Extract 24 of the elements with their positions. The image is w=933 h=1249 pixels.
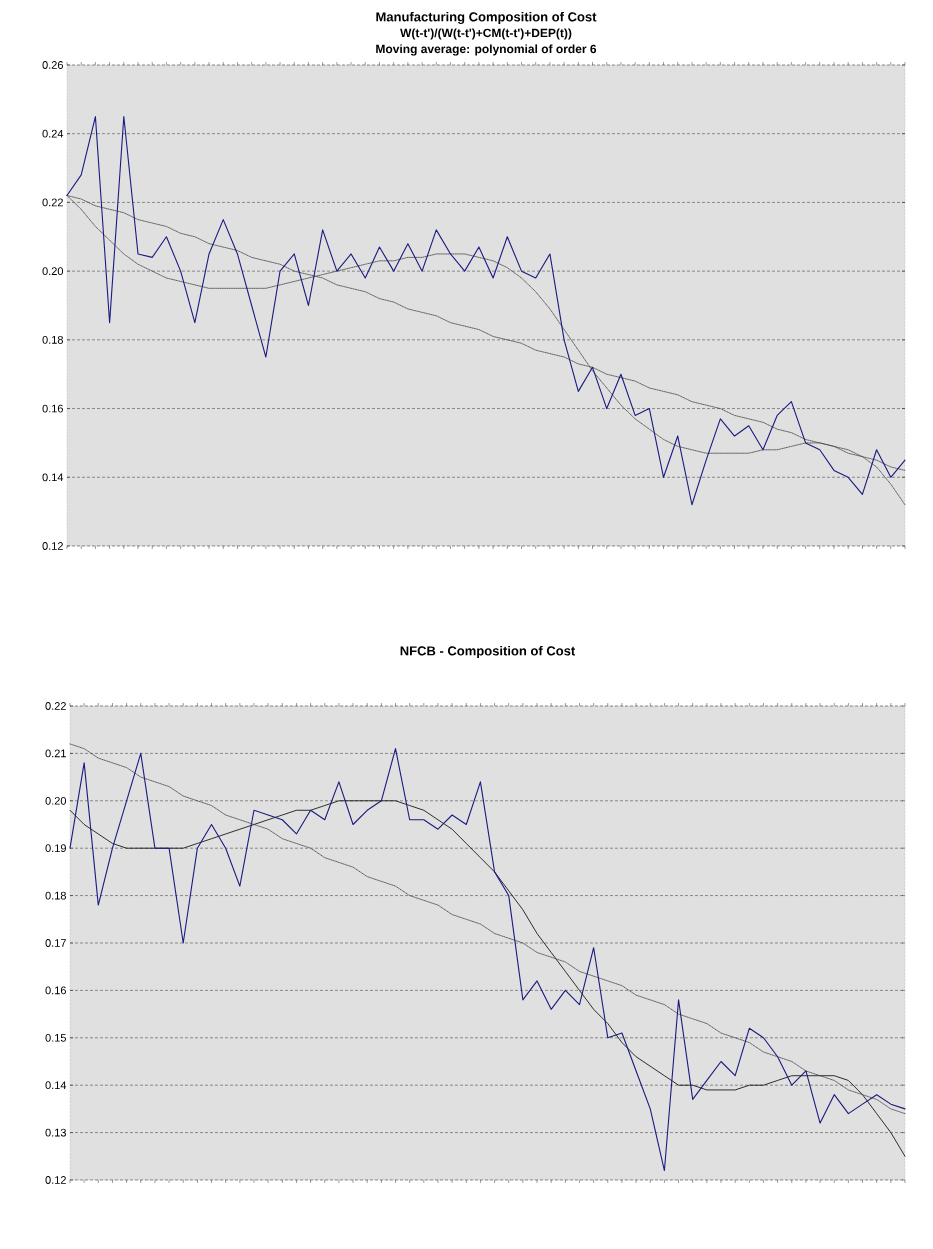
- line-series: [66, 115, 906, 506]
- y-tick-label: 0.26: [42, 61, 63, 69]
- y-tick-label: 0.19: [45, 844, 66, 853]
- y-tick-label: 0.17: [45, 939, 66, 947]
- y-tick-label: 0.21: [45, 749, 66, 758]
- y-tick-label: 0.24: [42, 129, 64, 138]
- y-tick-label: 0.14: [42, 473, 64, 482]
- y-tick-label: 0.16: [45, 986, 66, 995]
- y-tick-label: 0.16: [42, 404, 63, 413]
- y-tick-label: 0.12: [45, 1176, 66, 1184]
- y-tick-label: 0.22: [42, 198, 63, 207]
- y-tick-label: 0.13: [45, 1128, 66, 1137]
- y-tick-label: 0.15: [45, 1033, 66, 1042]
- chart-title: NFCB - Composition of Cost: [400, 645, 576, 659]
- y-tick-label: 0.14: [45, 1081, 67, 1090]
- text: Moving average: polynomial of order 6: [376, 44, 597, 56]
- y-tick-label: 0.20: [42, 267, 64, 276]
- chart-subtitle: W(t-t')/(W(t-t')+CM(t-t')+DEP(t)): [400, 28, 572, 40]
- y-tick-label: 0.18: [45, 891, 66, 900]
- chart-title: Manufacturing Composition of Cost: [376, 11, 597, 25]
- y-tick-label: 0.12: [42, 542, 63, 550]
- y-tick-label: 0.18: [42, 335, 63, 344]
- y-tick-label: 0.20: [45, 796, 67, 805]
- y-tick-label: 0.22: [45, 702, 66, 710]
